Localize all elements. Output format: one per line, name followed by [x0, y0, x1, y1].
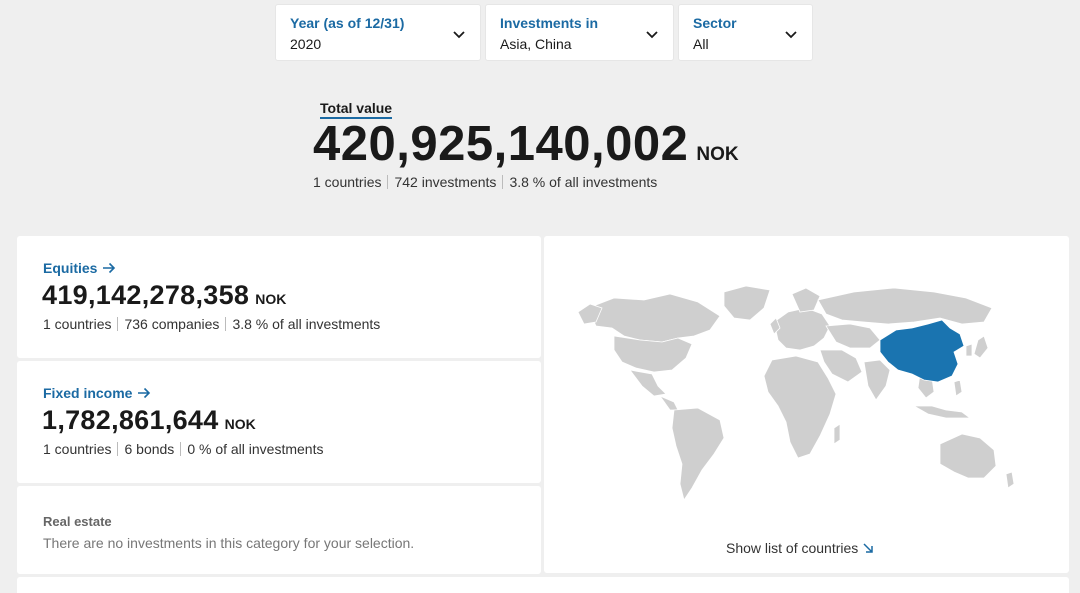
sector-filter-label: Sector [693, 15, 737, 31]
fixed-income-unit: NOK [224, 416, 256, 432]
fixed-income-bonds: 6 bonds [124, 441, 175, 457]
world-map-card: Show list of countries [544, 236, 1069, 573]
equities-meta: 1 countries 736 companies 3.8 % of all inv… [43, 316, 380, 332]
country-greenland [723, 285, 771, 321]
country-philippines [953, 379, 963, 397]
fixed-income-share: 0 % of all investments [187, 441, 324, 457]
total-share: 3.8 % of all investments [509, 174, 658, 190]
total-investments: 742 investments [394, 174, 497, 190]
total-value-unit: NOK [696, 144, 739, 165]
fixed-income-card: Fixed income 1,782,861,644 NOK 1 countri… [17, 361, 541, 483]
country-new-zealand [1005, 471, 1015, 489]
country-uk [769, 317, 781, 335]
total-countries: 1 countries [313, 174, 382, 190]
divider [502, 175, 504, 189]
equities-amount: 419,142,278,358 [42, 280, 250, 310]
country-madagascar [833, 423, 841, 445]
chevron-down-icon [453, 31, 465, 39]
divider [180, 442, 182, 456]
country-indonesia [912, 405, 972, 419]
arrow-right-icon [103, 262, 116, 274]
filter-bar: Year (as of 12/31) 2020 Investments in A… [275, 4, 813, 61]
equities-unit: NOK [255, 291, 287, 307]
country-usa [613, 335, 693, 373]
total-value-label[interactable]: Total value [320, 100, 393, 119]
equities-countries: 1 countries [43, 316, 112, 332]
year-filter-label: Year (as of 12/31) [290, 15, 405, 31]
next-card [17, 577, 1069, 593]
arrow-down-right-icon [863, 543, 874, 553]
real-estate-title: Real estate [43, 514, 112, 529]
country-china[interactable] [879, 319, 965, 383]
fixed-income-countries: 1 countries [43, 441, 112, 457]
country-russia [817, 287, 993, 325]
investments-in-filter-dropdown[interactable]: Investments in Asia, China [485, 4, 674, 61]
fixed-income-amount-row: 1,782,861,644 NOK [42, 405, 256, 436]
world-map[interactable] [574, 278, 1044, 518]
fixed-income-meta: 1 countries 6 bonds 0 % of all investments [43, 441, 323, 457]
country-alaska [577, 303, 603, 325]
chevron-down-icon [646, 31, 658, 39]
year-filter-dropdown[interactable]: Year (as of 12/31) 2020 [275, 4, 481, 61]
land-masses [577, 285, 1015, 501]
sector-filter-value: All [693, 36, 709, 52]
equities-amount-row: 419,142,278,358 NOK [42, 280, 286, 311]
country-japan [973, 335, 989, 359]
country-middle-east [819, 349, 863, 383]
total-value-amount: 420,925,140,002 [313, 117, 689, 171]
equities-companies: 736 companies [124, 316, 220, 332]
country-scandinavia [791, 287, 821, 313]
total-value-meta: 1 countries 742 investments 3.8 % of all i… [313, 174, 739, 190]
equities-link[interactable]: Equities [43, 260, 116, 276]
fixed-income-amount: 1,782,861,644 [42, 405, 219, 435]
country-korea [965, 343, 973, 357]
divider [117, 317, 119, 331]
show-list-of-countries-link[interactable]: Show list of countries [726, 540, 874, 556]
country-central-asia [825, 323, 881, 349]
total-value-section: Total value 420,925,140,002 NOK 1 countr… [313, 100, 739, 190]
arrow-right-icon [138, 387, 151, 399]
country-india [863, 359, 891, 401]
chevron-down-icon [785, 31, 797, 39]
country-africa [763, 355, 837, 459]
country-canada [587, 293, 721, 343]
divider [225, 317, 227, 331]
fixed-income-title: Fixed income [43, 385, 133, 401]
country-australia [939, 433, 997, 479]
country-central-america [658, 395, 679, 411]
divider [387, 175, 389, 189]
sector-filter-dropdown[interactable]: Sector All [678, 4, 813, 61]
fixed-income-link[interactable]: Fixed income [43, 385, 151, 401]
equities-title: Equities [43, 260, 98, 276]
country-mexico [629, 369, 667, 397]
real-estate-empty-text: There are no investments in this categor… [43, 535, 415, 551]
show-list-label: Show list of countries [726, 540, 859, 556]
equities-card: Equities 419,142,278,358 NOK 1 countries… [17, 236, 541, 358]
country-europe [773, 307, 831, 351]
equities-share: 3.8 % of all investments [232, 316, 381, 332]
real-estate-card: Real estate There are no investments in … [17, 486, 541, 574]
investments-in-filter-label: Investments in [500, 15, 599, 31]
country-south-america [671, 407, 725, 501]
year-filter-value: 2020 [290, 36, 322, 52]
divider [117, 442, 119, 456]
investments-in-filter-value: Asia, China [500, 36, 572, 52]
